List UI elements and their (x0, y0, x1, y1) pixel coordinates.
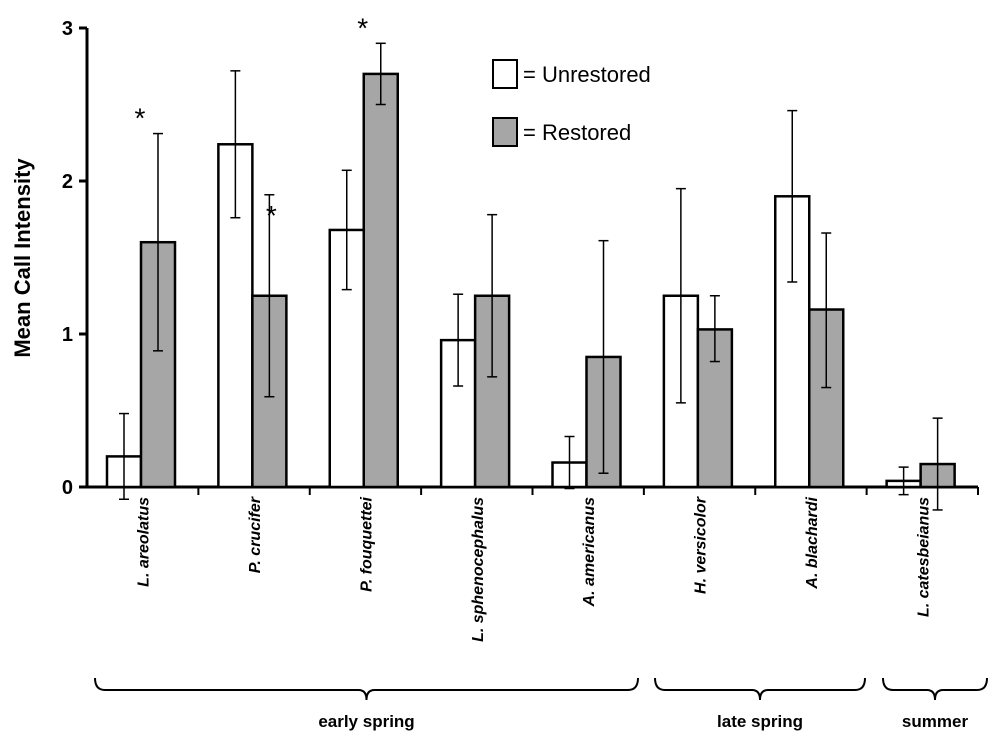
bar-restored-2 (362, 72, 399, 489)
y-tick-label-1: 1 (62, 324, 73, 346)
y-axis-label: Mean Call Intensity (10, 158, 35, 358)
group-bracket-2 (882, 677, 988, 701)
category-label-1: P. crucifer (247, 496, 264, 573)
y-tick-label-3: 3 (62, 18, 73, 40)
significance-marker-0: * (135, 103, 146, 134)
category-label-2: P. fouquettei (358, 496, 375, 591)
y-tick-label-2: 2 (62, 171, 73, 193)
category-label-7: L. catesbeianus (915, 497, 932, 617)
group-label-2: summer (902, 712, 969, 731)
plot-area: 0 1 2 3 L. areolatus P. crucifer P. fouquettei… (62, 12, 979, 642)
legend-swatch-0 (492, 59, 518, 89)
significance-marker-2: * (357, 12, 368, 43)
group-bracket-1 (654, 677, 866, 701)
group-bracket-0 (94, 677, 639, 701)
legend-label-1: = Restored (523, 120, 631, 145)
category-label-3: L. sphenocephalus (470, 497, 487, 642)
category-label-6: A. blachardi (804, 496, 821, 589)
legend: = Unrestored = Restored (492, 59, 651, 147)
legend-swatch-1 (492, 117, 518, 147)
category-label-5: H. versicolor (693, 496, 710, 594)
group-label-0: early spring (318, 712, 414, 731)
y-tick-label-0: 0 (62, 477, 73, 499)
legend-label-0: = Unrestored (523, 62, 651, 87)
group-label-1: late spring (717, 712, 803, 731)
season-groups: early spring late spring summer (94, 677, 988, 731)
category-label-0: L. areolatus (136, 497, 153, 587)
category-label-4: A. americanus (581, 497, 598, 607)
significance-marker-1: * (266, 200, 277, 231)
